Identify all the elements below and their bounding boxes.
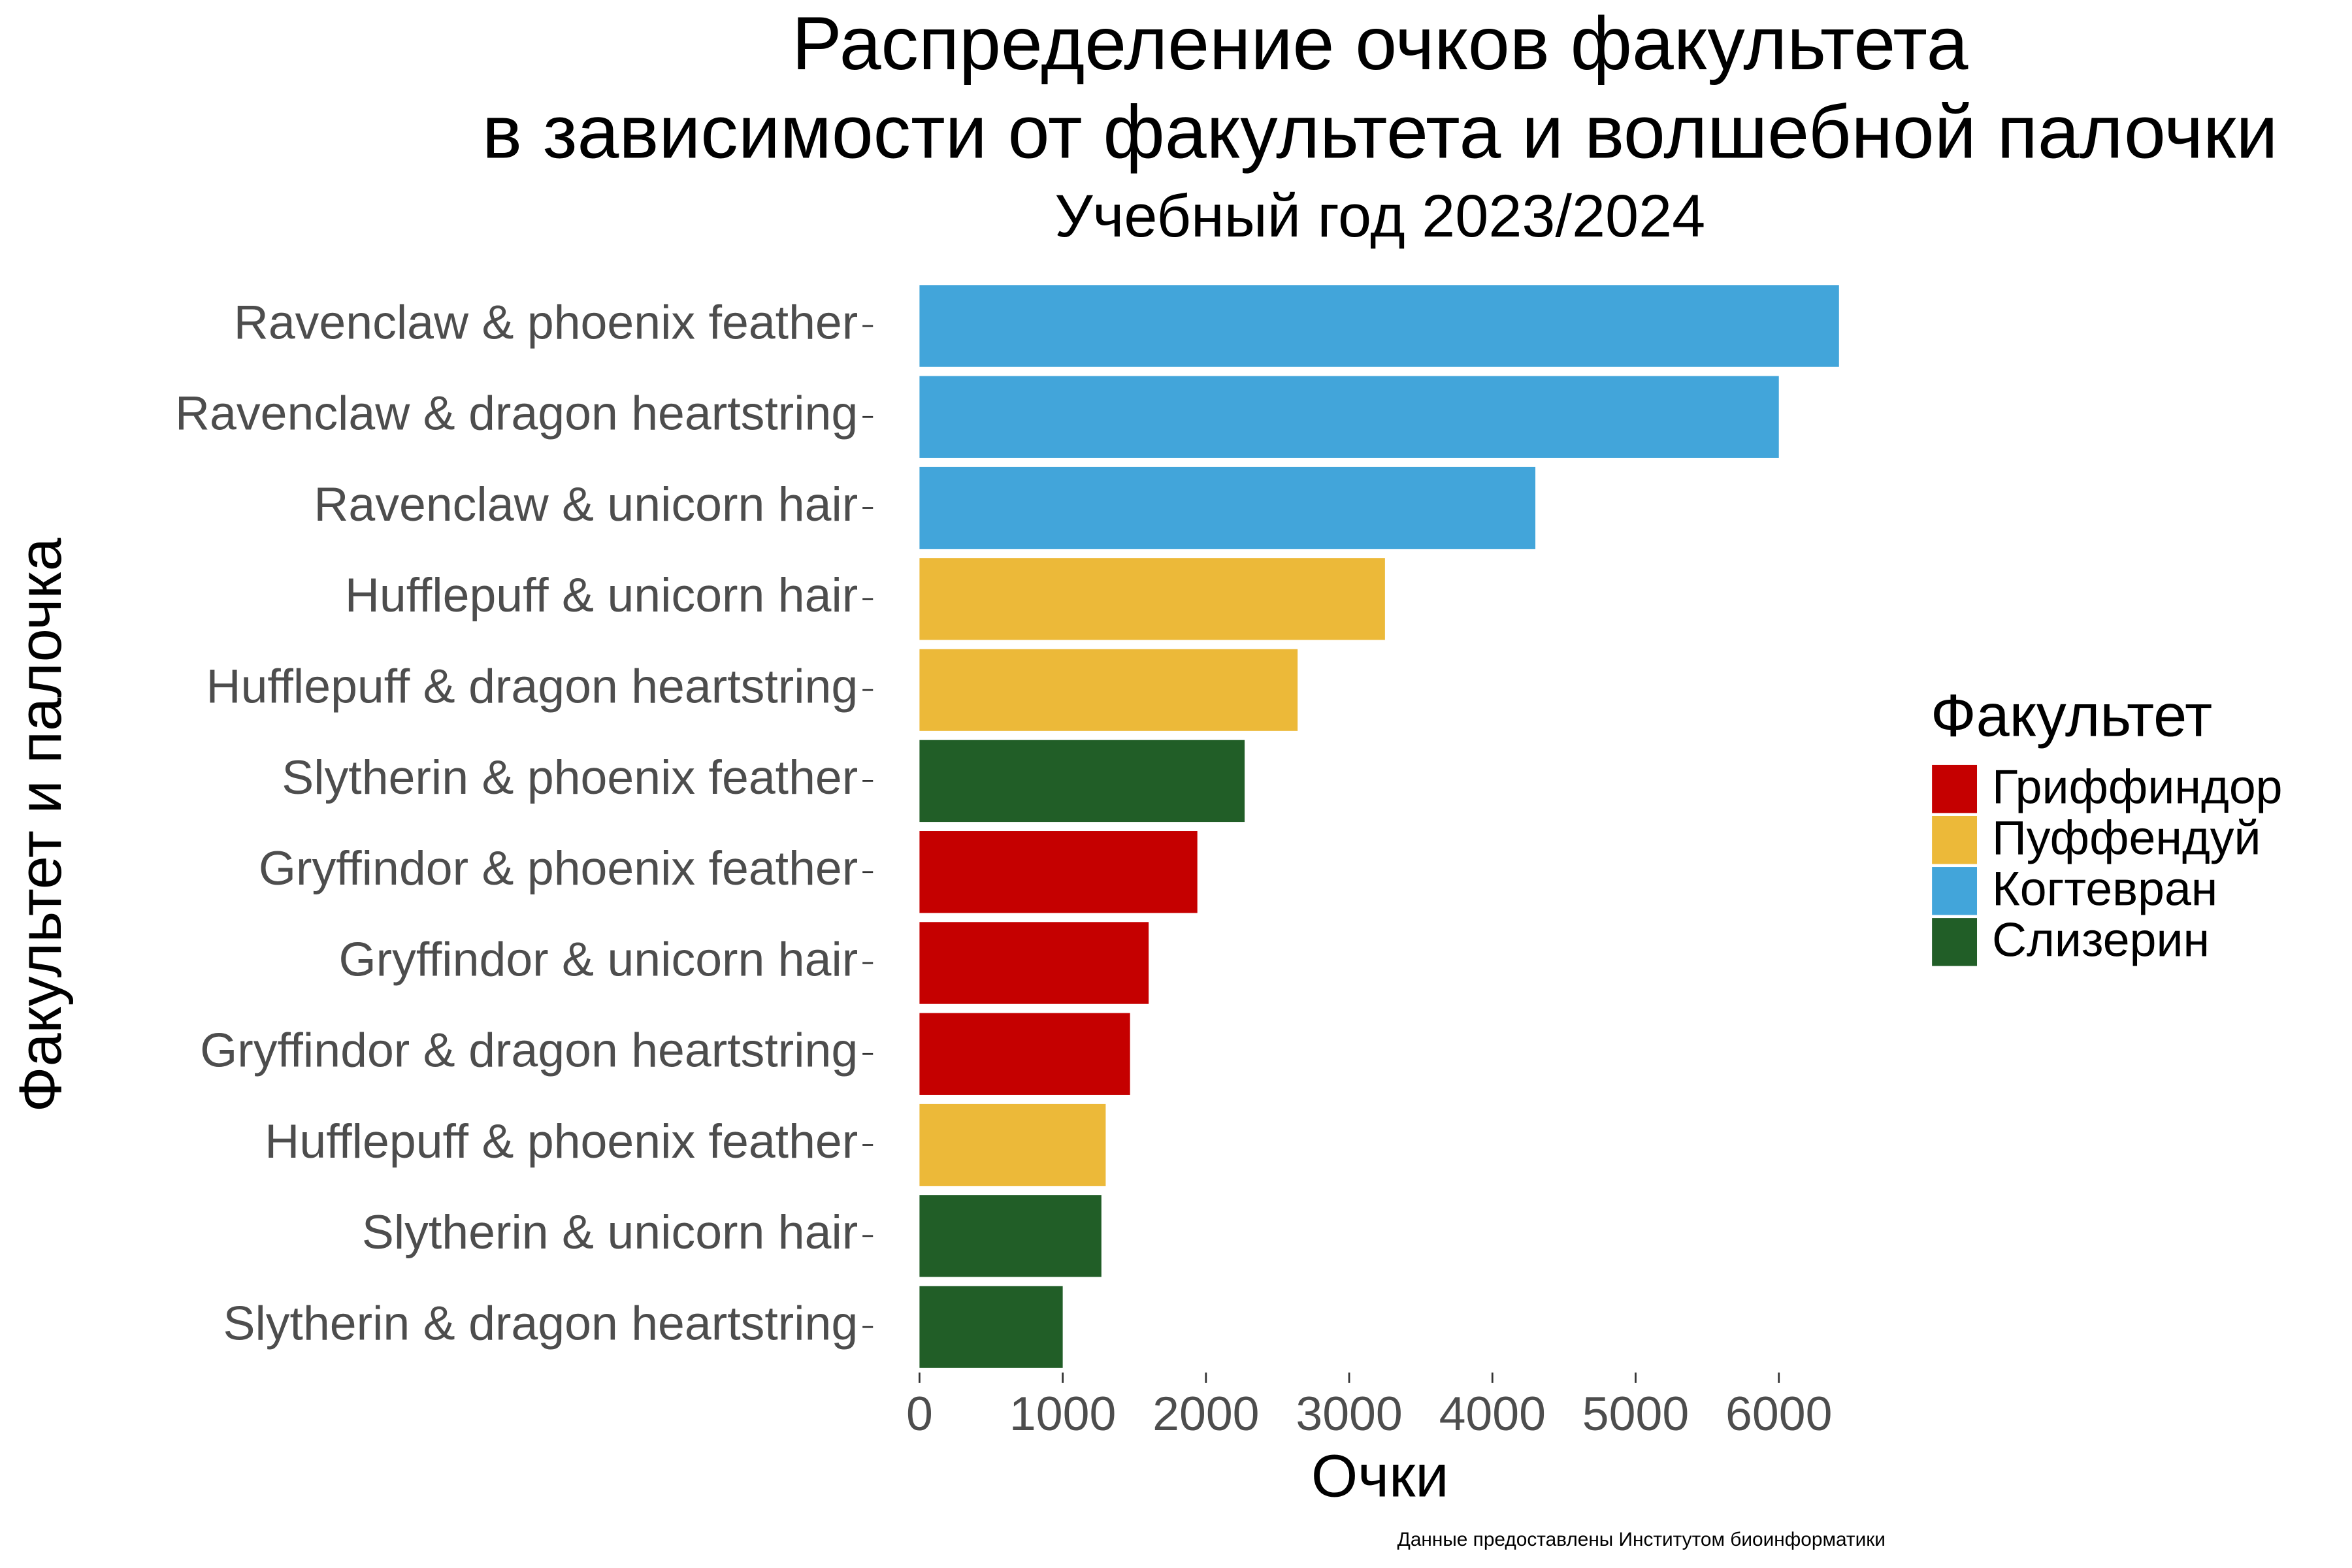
bar [919,831,1198,913]
y-tick-label: Ravenclaw & dragon heartstring [175,386,858,440]
chart-subtitle: Учебный год 2023/2024 [1054,183,1705,250]
bar [919,649,1298,731]
legend-title: Факультет [1931,682,2212,749]
y-tick-label: Gryffindor & unicorn hair [339,932,858,986]
x-tick-label: 1000 [1009,1386,1116,1441]
legend-label: Слизерин [1992,913,2210,967]
y-tick-label: Hufflepuff & dragon heartstring [206,659,858,713]
y-tick-label: Gryffindor & dragon heartstring [200,1023,858,1077]
x-tick-label: 6000 [1725,1386,1832,1441]
y-tick-label: Slytherin & phoenix feather [282,750,858,804]
y-tick-label: Ravenclaw & unicorn hair [314,477,858,531]
legend-label: Когтевран [1992,861,2217,915]
bar [919,1195,1102,1277]
y-axis-label: Факультет и палочка [7,537,74,1112]
x-tick-label: 0 [906,1386,933,1441]
bar [919,1286,1063,1368]
y-tick-label: Hufflepuff & unicorn hair [345,568,858,622]
y-tick-label: Gryffindor & phoenix feather [259,841,858,895]
legend-swatch [1932,815,1978,864]
x-tick-label: 2000 [1152,1386,1259,1441]
legend-swatch [1932,867,1978,915]
x-tick-label: 4000 [1439,1386,1546,1441]
bar [919,740,1245,823]
bar [919,558,1385,640]
x-axis-label: Очки [1311,1443,1449,1509]
bar [919,1103,1106,1186]
y-tick-label: Slytherin & unicorn hair [362,1205,858,1259]
y-tick-label: Slytherin & dragon heartstring [223,1296,858,1350]
bar [919,1013,1130,1095]
chart-title: в зависимости от факультета и волшебной … [482,91,2278,174]
chart-title: Распределение очков факультета [792,2,1968,86]
legend-swatch [1932,764,1978,813]
bar [919,376,1779,458]
legend-swatch [1932,918,1978,966]
bar [919,466,1536,549]
x-tick-label: 5000 [1582,1386,1689,1441]
bar [919,285,1839,367]
legend-label: Пуффендуй [1992,810,2261,864]
legend-label: Гриффиндор [1992,759,2283,813]
bar [919,922,1149,1004]
caption: Данные предоставлены Институтом биоинфор… [1397,1529,1886,1550]
y-tick-label: Ravenclaw & phoenix feather [234,295,858,349]
y-tick-label: Hufflepuff & phoenix feather [265,1114,858,1168]
x-tick-label: 3000 [1296,1386,1402,1441]
